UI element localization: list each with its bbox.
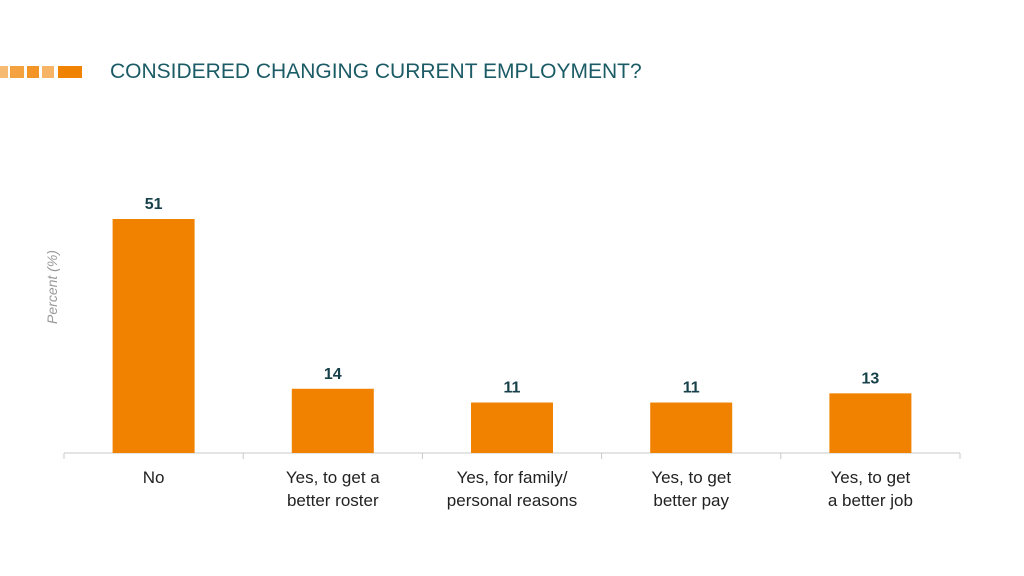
x-tick-label: Yes, to get	[831, 468, 911, 487]
data-label: 13	[862, 370, 880, 387]
x-tick-label: Yes, for family/	[457, 468, 568, 487]
bar	[291, 388, 374, 453]
y-axis-label: Percent (%)	[44, 250, 60, 324]
data-label: 14	[324, 366, 342, 383]
x-tick-label: No	[143, 468, 165, 487]
x-tick-label: Yes, to get	[651, 468, 731, 487]
x-tick-label: Yes, to get a	[286, 468, 380, 487]
x-tick-label: personal reasons	[447, 491, 577, 510]
bar	[829, 393, 912, 453]
bar	[112, 219, 195, 453]
x-tick-label: better roster	[287, 491, 379, 510]
x-tick-label: better pay	[653, 491, 729, 510]
bar	[471, 402, 553, 453]
page-title: CONSIDERED CHANGING CURRENT EMPLOYMENT?	[110, 60, 642, 83]
striped-bar-logo-icon	[0, 66, 82, 78]
data-label: 11	[683, 380, 700, 397]
data-label: 11	[504, 380, 521, 397]
data-label: 51	[145, 196, 163, 213]
x-tick-label: a better job	[828, 491, 913, 510]
bar	[650, 402, 733, 453]
